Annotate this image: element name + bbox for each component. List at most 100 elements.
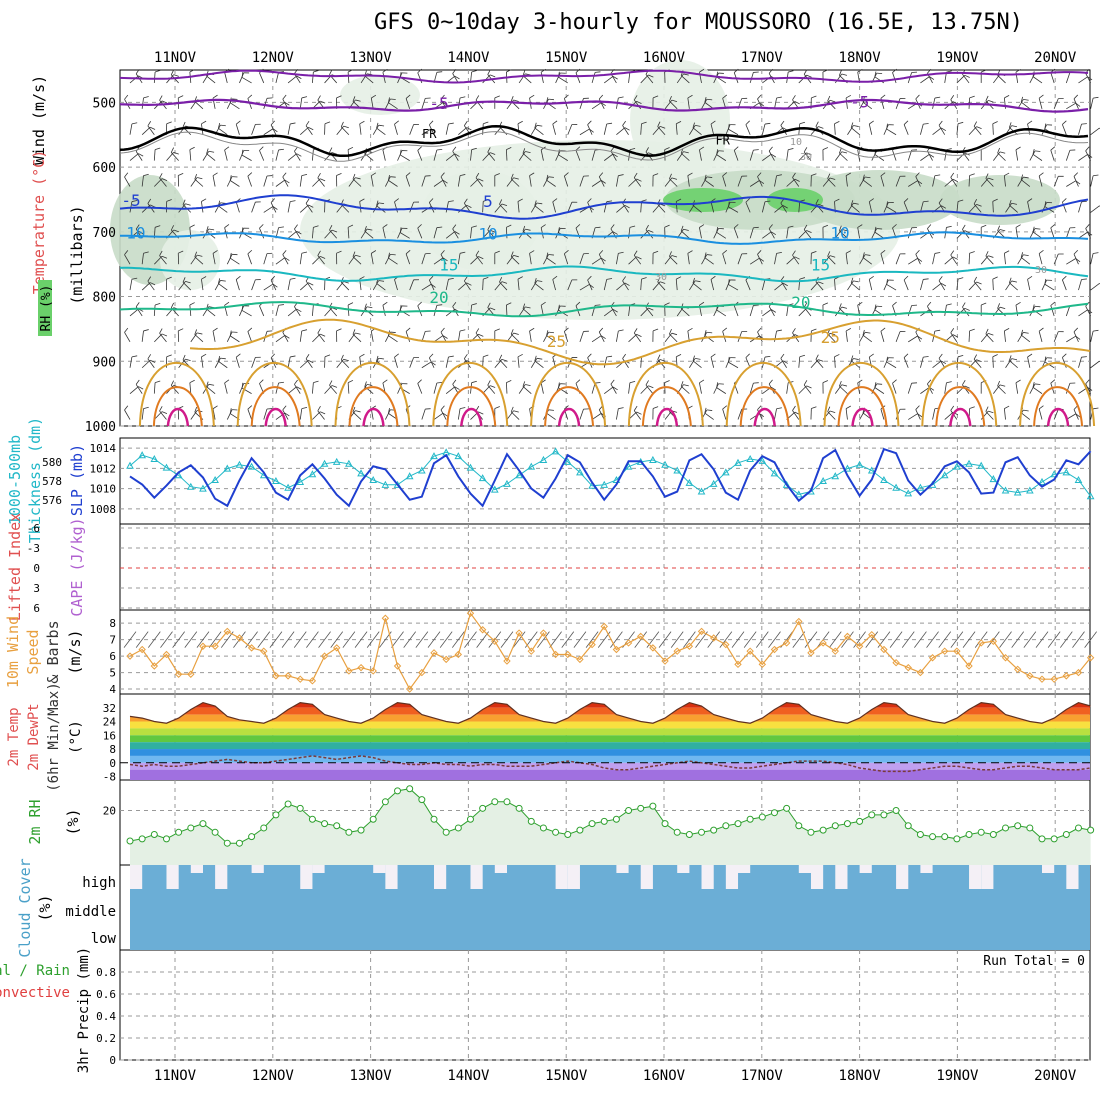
wind-barb-flag	[452, 302, 457, 307]
wind-barb	[348, 177, 361, 187]
wind-barb-flag	[957, 277, 964, 280]
wind-barb-shaft	[305, 358, 313, 368]
wind-barb-shaft	[299, 97, 303, 109]
wind-barb-flag	[659, 281, 666, 284]
wind-speed-point	[527, 647, 535, 655]
wind-barb-flag	[768, 68, 773, 74]
wind-barb-flag	[466, 127, 472, 131]
wind-barb	[874, 71, 885, 84]
wind-barb-shaft	[920, 386, 930, 394]
surface-wind-barb	[804, 631, 818, 648]
wind-barb	[445, 386, 460, 394]
wind-barb-flag	[757, 94, 762, 100]
wind-barb-flag	[189, 224, 195, 228]
thickness-point	[247, 462, 256, 470]
wind-barb-flag	[371, 250, 377, 254]
wind-barb-flag	[782, 282, 788, 287]
wind-barb-flag	[352, 329, 356, 335]
wind-barb	[287, 122, 296, 135]
wind-barb-flag	[382, 301, 388, 306]
wind-barb-shaft	[1029, 228, 1036, 239]
temp-contour-35	[166, 407, 190, 427]
wind-barb-flag	[934, 174, 941, 177]
wind-barb	[189, 379, 195, 394]
rh2m-point	[442, 828, 450, 836]
wind-speed-point	[418, 668, 426, 677]
wind-speed-point	[357, 663, 365, 672]
wind-barb-shaft	[385, 176, 391, 187]
wind-barb-flag	[1038, 327, 1044, 332]
wind-barb-flag	[648, 385, 654, 389]
wind-barb	[652, 173, 659, 187]
rh2m-point	[904, 822, 912, 830]
wind-barb-flag	[1073, 249, 1079, 255]
wind-speed-point	[624, 639, 633, 647]
wind-barb-shaft	[522, 386, 532, 394]
wind-speed-point	[977, 639, 985, 647]
wind-barb-flag	[648, 307, 654, 311]
wind-barb-flag	[548, 98, 555, 101]
wind-barb-flag	[664, 224, 670, 228]
wind-barb	[768, 224, 775, 239]
wind-barb-flag	[900, 175, 906, 177]
wind-barb-flag	[741, 253, 748, 255]
wind-barb-flag	[1093, 329, 1099, 332]
wind-barb-shaft	[956, 152, 966, 161]
wind-barb	[190, 177, 203, 187]
wind-barb	[827, 95, 836, 110]
wind-barb-shaft	[394, 124, 398, 135]
wind-barb-flag	[941, 360, 947, 365]
wind-barb-flag	[154, 380, 161, 384]
surface-wind-barb	[366, 631, 380, 648]
wind-barb	[1062, 275, 1067, 291]
wind-barb-flag	[876, 228, 883, 230]
wind-barb-shaft	[522, 230, 532, 239]
wind-barb	[505, 302, 512, 316]
wind-barb	[329, 225, 338, 239]
contour-label: 10	[126, 223, 145, 242]
wind-barb-shaft	[704, 335, 714, 343]
wind-barb-flag	[413, 357, 420, 358]
ytick-cloud: low	[91, 931, 117, 947]
wind-barb-flag	[657, 276, 661, 283]
rh2m-point	[989, 830, 997, 838]
rh2m-point	[552, 828, 560, 836]
wind-barb	[962, 302, 970, 317]
wind-barb-shaft	[433, 227, 438, 239]
wind-barb-shaft	[452, 384, 459, 394]
wind-barb-shaft	[312, 71, 314, 83]
wind-barb-flag	[841, 384, 848, 387]
wind-barb-shaft	[733, 227, 739, 239]
wind-speed-point	[819, 639, 827, 647]
wind-barb	[857, 224, 863, 239]
wind-barb-flag	[189, 302, 195, 306]
temp-contour-5	[119, 194, 1089, 220]
wind-barb-flag	[1027, 275, 1033, 280]
wind-barb-flag	[182, 277, 186, 283]
wind-barb-flag	[1058, 175, 1064, 177]
wind-barb-flag	[296, 231, 302, 235]
day-label-bottom: 16NOV	[643, 1068, 686, 1084]
cloud-high-gap	[130, 865, 143, 889]
wind-barb	[749, 382, 759, 394]
wind-barb-flag	[189, 146, 195, 151]
wind-barb-flag	[305, 198, 310, 204]
wind-barb-flag	[973, 199, 978, 205]
wind-barb-flag	[657, 354, 661, 360]
wind-barb	[135, 379, 143, 394]
wind-speed-point	[588, 640, 596, 649]
wind-barb-flag	[687, 94, 693, 99]
wind-speed-point	[430, 649, 438, 657]
wind-barb-flag	[911, 71, 918, 73]
wind-barb-shaft	[713, 383, 719, 394]
wind-barb-flag	[284, 335, 290, 339]
rh2m-point	[734, 820, 742, 828]
wind-barb-shaft	[1027, 201, 1031, 213]
wind-barb	[457, 174, 466, 187]
wind-barb-shaft	[737, 253, 743, 265]
wind-barb-flag	[1027, 198, 1033, 202]
wind-barb-shaft	[932, 408, 936, 420]
wind-barb-flag	[981, 69, 987, 73]
wind-barb-flag	[822, 380, 829, 384]
thickness-point	[563, 457, 572, 465]
